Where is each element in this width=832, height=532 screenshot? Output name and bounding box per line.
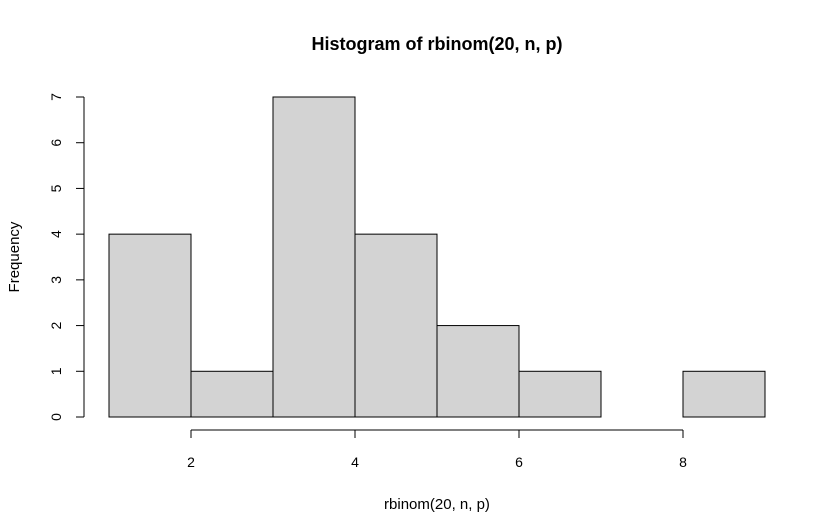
y-tick-label: 1 [48, 367, 64, 375]
chart-title: Histogram of rbinom(20, n, p) [311, 34, 562, 54]
x-tick-label: 4 [351, 454, 359, 470]
y-axis-label: Frequency [6, 221, 23, 292]
bars-group [108, 96, 766, 418]
y-tick-label: 2 [48, 321, 64, 329]
x-tick-label: 6 [515, 454, 523, 470]
x-axis-label: rbinom(20, n, p) [384, 496, 490, 513]
histogram-bar [272, 96, 356, 418]
histogram-bar [518, 370, 602, 418]
y-tick-label: 5 [48, 184, 64, 192]
y-tick-label: 7 [48, 93, 64, 101]
histogram-bar [190, 370, 274, 418]
histogram-bar [682, 370, 766, 418]
y-tick-label: 0 [48, 413, 64, 421]
x-tick-label: 8 [679, 454, 687, 470]
histogram-bar [108, 233, 192, 418]
y-axis: 0 1 2 3 4 5 6 7 [48, 93, 85, 421]
x-axis: 2 4 6 8 [187, 429, 687, 470]
y-tick-label: 4 [48, 230, 64, 238]
histogram-bar [354, 233, 438, 418]
histogram-bar [436, 325, 520, 418]
x-tick-label: 2 [187, 454, 195, 470]
y-tick-label: 6 [48, 139, 64, 147]
y-tick-label: 3 [48, 276, 64, 284]
